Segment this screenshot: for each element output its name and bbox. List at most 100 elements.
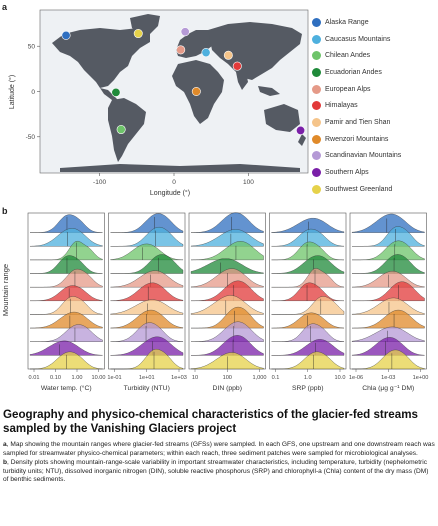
legend-label: Ecuadorian Andes (325, 68, 382, 76)
sampling-marker (116, 125, 126, 135)
figure-caption-body: a, Map showing the mountain ranges where… (3, 441, 435, 486)
density-ridge (190, 295, 264, 315)
legend-label: Pamir and Tien Shan (325, 118, 391, 126)
density-ridge (29, 214, 103, 233)
north-america (52, 28, 150, 88)
density-ridge (271, 268, 345, 288)
density-ridge (110, 254, 184, 274)
density-x-label: SRP (ppb) (292, 385, 324, 392)
density-tick: 1e-03 (381, 375, 395, 381)
density-ridge (271, 296, 345, 315)
density-tick: 1.00 (72, 375, 83, 381)
legend-label: Chilean Andes (325, 52, 371, 60)
density-ridge (190, 258, 264, 274)
south-america (108, 98, 146, 162)
sampling-marker (201, 48, 211, 58)
density-x-label: Chla (μg g⁻¹ DM) (362, 385, 414, 392)
legend-item: Southwest Greenland (312, 181, 436, 198)
caption-b-letter: b (3, 459, 8, 467)
sampling-marker (223, 50, 233, 60)
density-ridge (351, 297, 425, 315)
map-x-label: Longitude (°) (150, 189, 190, 197)
density-x-label: DIN (ppb) (213, 385, 242, 392)
density-ridge (110, 213, 184, 233)
greenland (130, 14, 160, 34)
density-tick: 1,000 (253, 375, 267, 381)
antarctica (60, 164, 300, 172)
legend-item: Himalayas (312, 97, 436, 114)
density-ridge (271, 218, 345, 233)
density-ridge (190, 241, 264, 261)
density-ridge (190, 280, 264, 301)
legend-swatch (312, 117, 321, 127)
caption-a-letter: a (3, 441, 7, 448)
density-ridge (29, 255, 103, 274)
caption-b-text: , Density plots showing mountain-range-s… (3, 459, 429, 484)
density-ridge (110, 322, 184, 342)
map-y-label: Latitude (°) (8, 75, 16, 109)
density-ridge (351, 281, 425, 301)
density-ridge (352, 349, 425, 370)
caption-a: a, Map showing the mountain ranges where… (3, 441, 435, 458)
density-ridge (29, 285, 103, 301)
density-ridge (271, 241, 345, 261)
panel-a-letter: a (2, 2, 8, 12)
sampling-marker (232, 61, 242, 71)
sampling-marker (133, 29, 143, 39)
density-tick: 1e+00 (413, 375, 429, 381)
legend-item: Alaska Range (312, 14, 436, 31)
legend-label: Caucasus Mountains (325, 35, 391, 43)
map-y-tick: -50 (26, 134, 36, 141)
density-tick: 10.00 (92, 375, 106, 381)
legend-swatch (312, 17, 321, 27)
legend-item: Scandinavian Mountains (312, 148, 436, 165)
legend-swatch (312, 34, 321, 44)
density-ridge (351, 309, 425, 329)
density-ridge (351, 337, 425, 356)
legend-swatch (312, 134, 321, 144)
legend-label: Rwenzori Mountains (325, 135, 389, 143)
map-y-tick: 0 (31, 89, 35, 96)
legend-item: Southern Alps (312, 164, 436, 181)
legend-item: Ecuadorian Andes (312, 64, 436, 81)
panel-b-letter: b (2, 206, 8, 216)
density-panel: 0.1 1.0 10.0 SRP (ppb) (269, 212, 347, 392)
density-ridge (29, 340, 103, 356)
density-ridge (190, 335, 264, 356)
density-tick: 1e+03 (171, 375, 187, 381)
density-tick: 1e-01 (107, 375, 121, 381)
caption-a-text: , Map showing the mountain ranges where … (3, 441, 435, 457)
density-tick: 0.1 (272, 375, 280, 381)
density-tick: 0.10 (50, 375, 61, 381)
density-ridge (351, 240, 425, 261)
legend-label: Southwest Greenland (325, 185, 393, 193)
legend-swatch (312, 84, 321, 94)
density-panel: 10 100 1,000 DIN (ppb) (188, 212, 267, 392)
density-tick: 0.01 (29, 375, 40, 381)
legend-swatch (312, 51, 321, 61)
density-ridge (271, 339, 345, 356)
india (236, 72, 248, 90)
density-ridge (271, 255, 345, 274)
legend-swatch (312, 67, 321, 77)
density-y-label: Mountain range (1, 264, 10, 316)
density-ridge (29, 228, 103, 247)
density-ridge (190, 229, 264, 247)
density-ridge (110, 227, 184, 247)
density-ridge (271, 351, 345, 370)
density-ridge (351, 213, 425, 233)
sampling-marker (176, 45, 186, 55)
sampling-marker (111, 87, 121, 97)
density-ridge (190, 306, 264, 329)
legend-item: Rwenzori Mountains (312, 131, 436, 148)
density-x-label: Turbidity (NTU) (124, 385, 170, 392)
density-tick: 1.0 (304, 375, 312, 381)
density-ridge (190, 321, 264, 342)
density-ridge (29, 296, 103, 315)
density-ridge (29, 324, 103, 342)
density-ridge (29, 311, 103, 329)
density-ridge (190, 212, 264, 233)
